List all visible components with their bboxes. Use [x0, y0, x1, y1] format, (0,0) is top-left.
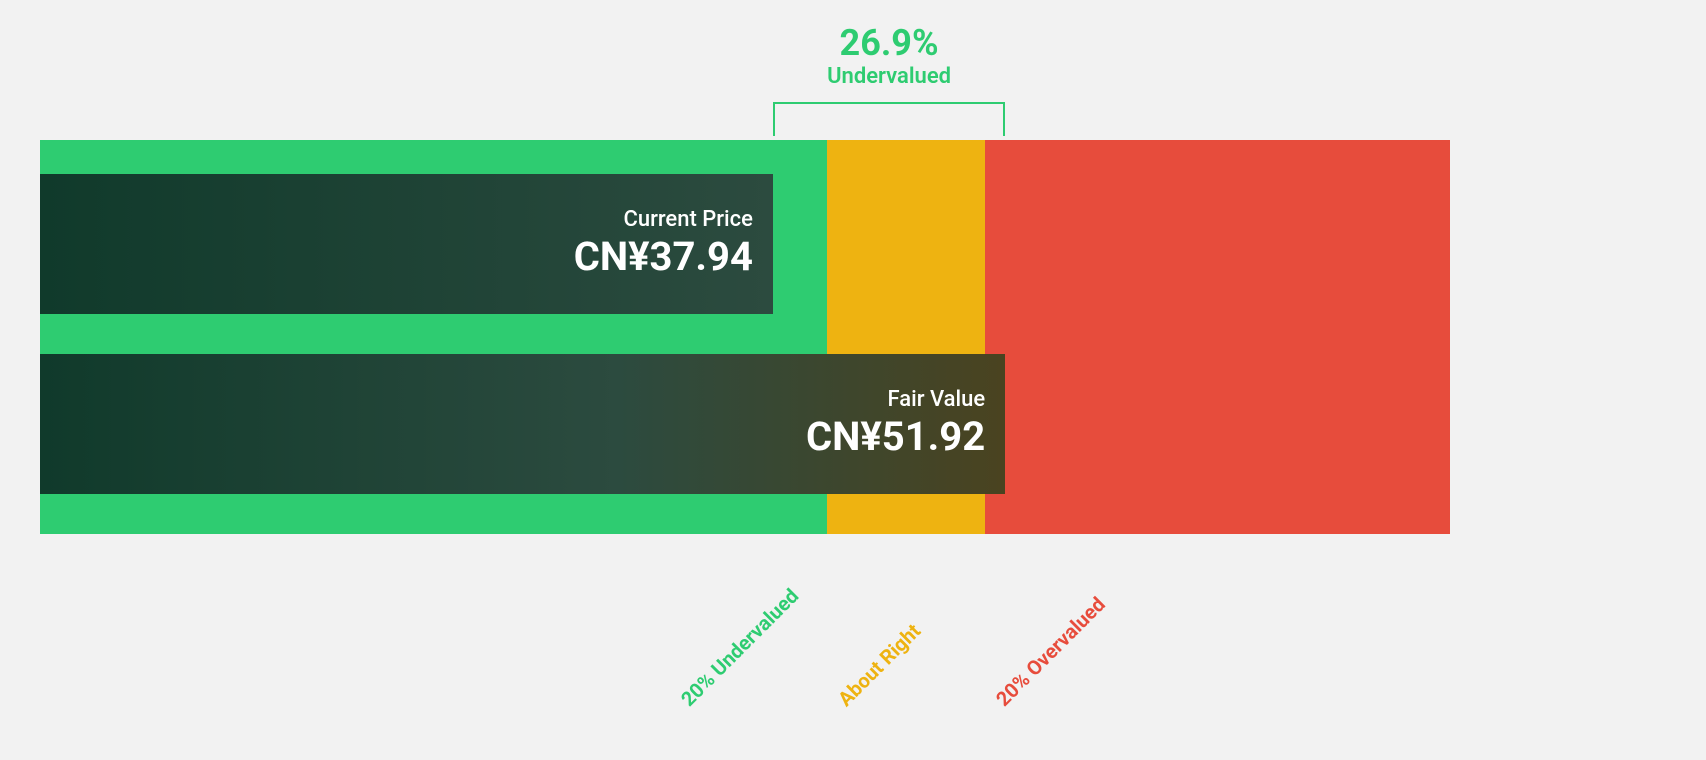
- valuation-callout: 26.9% Undervalued: [827, 24, 951, 89]
- callout-bracket-tick-right: [1003, 102, 1005, 136]
- bar-current-price-value: CN¥37.94: [574, 233, 753, 281]
- bar-fair-value: Fair Value CN¥51.92: [40, 354, 1005, 494]
- axis-label-about-right: About Right: [833, 619, 925, 711]
- callout-percent: 26.9%: [827, 24, 951, 64]
- callout-subtext: Undervalued: [827, 64, 951, 89]
- bar-current-price-label: Current Price: [623, 207, 752, 233]
- bar-fair-value-value: CN¥51.92: [806, 413, 985, 461]
- valuation-chart: Current Price CN¥37.94 Fair Value CN¥51.…: [40, 140, 1450, 534]
- callout-bracket-tick-left: [773, 102, 775, 136]
- zone-overvalued: [985, 140, 1450, 534]
- bar-fair-value-label: Fair Value: [888, 387, 986, 413]
- callout-bracket-line: [773, 102, 1005, 104]
- axis-label-overvalued: 20% Overvalued: [991, 592, 1110, 711]
- axis-label-undervalued: 20% Undervalued: [676, 584, 803, 711]
- bar-current-price: Current Price CN¥37.94: [40, 174, 773, 314]
